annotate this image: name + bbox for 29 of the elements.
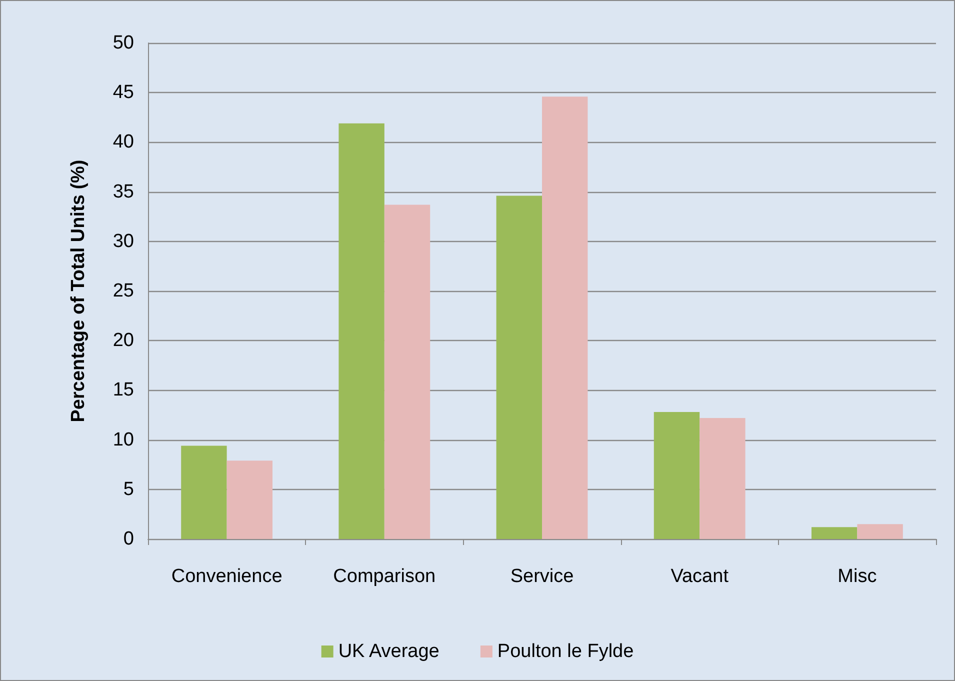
- bar: [226, 460, 273, 539]
- y-axis-title: Percentage of Total Units (%): [68, 160, 89, 422]
- bar: [496, 196, 542, 539]
- y-tick-label: 15: [112, 380, 134, 401]
- bar: [384, 204, 430, 539]
- bar: [338, 123, 384, 539]
- x-tick-label: Convenience: [171, 566, 282, 587]
- bar: [811, 527, 858, 539]
- y-tick-label: 50: [112, 32, 134, 54]
- y-tick-label: 30: [112, 230, 134, 252]
- x-tick-label: Comparison: [333, 566, 436, 587]
- x-tick-label: Misc: [838, 566, 877, 587]
- bar: [654, 412, 700, 539]
- y-tick-label: 0: [123, 528, 134, 550]
- y-tick-label: 45: [112, 82, 134, 104]
- y-tick-label: 5: [123, 478, 134, 500]
- x-tick-label: Vacant: [670, 566, 730, 587]
- bar: [181, 446, 227, 539]
- legend-label: UK Average: [338, 641, 440, 662]
- y-tick-label: 40: [112, 132, 134, 153]
- legend-label: Poulton le Fylde: [497, 641, 634, 662]
- bar: [542, 96, 588, 539]
- y-tick-label: 20: [112, 330, 134, 352]
- y-tick-label: 35: [112, 181, 134, 202]
- y-tick-label: 10: [112, 429, 134, 450]
- bar: [857, 524, 903, 539]
- x-tick-label: Service: [510, 566, 574, 587]
- y-tick-label: 25: [112, 280, 134, 302]
- bar: [700, 418, 746, 539]
